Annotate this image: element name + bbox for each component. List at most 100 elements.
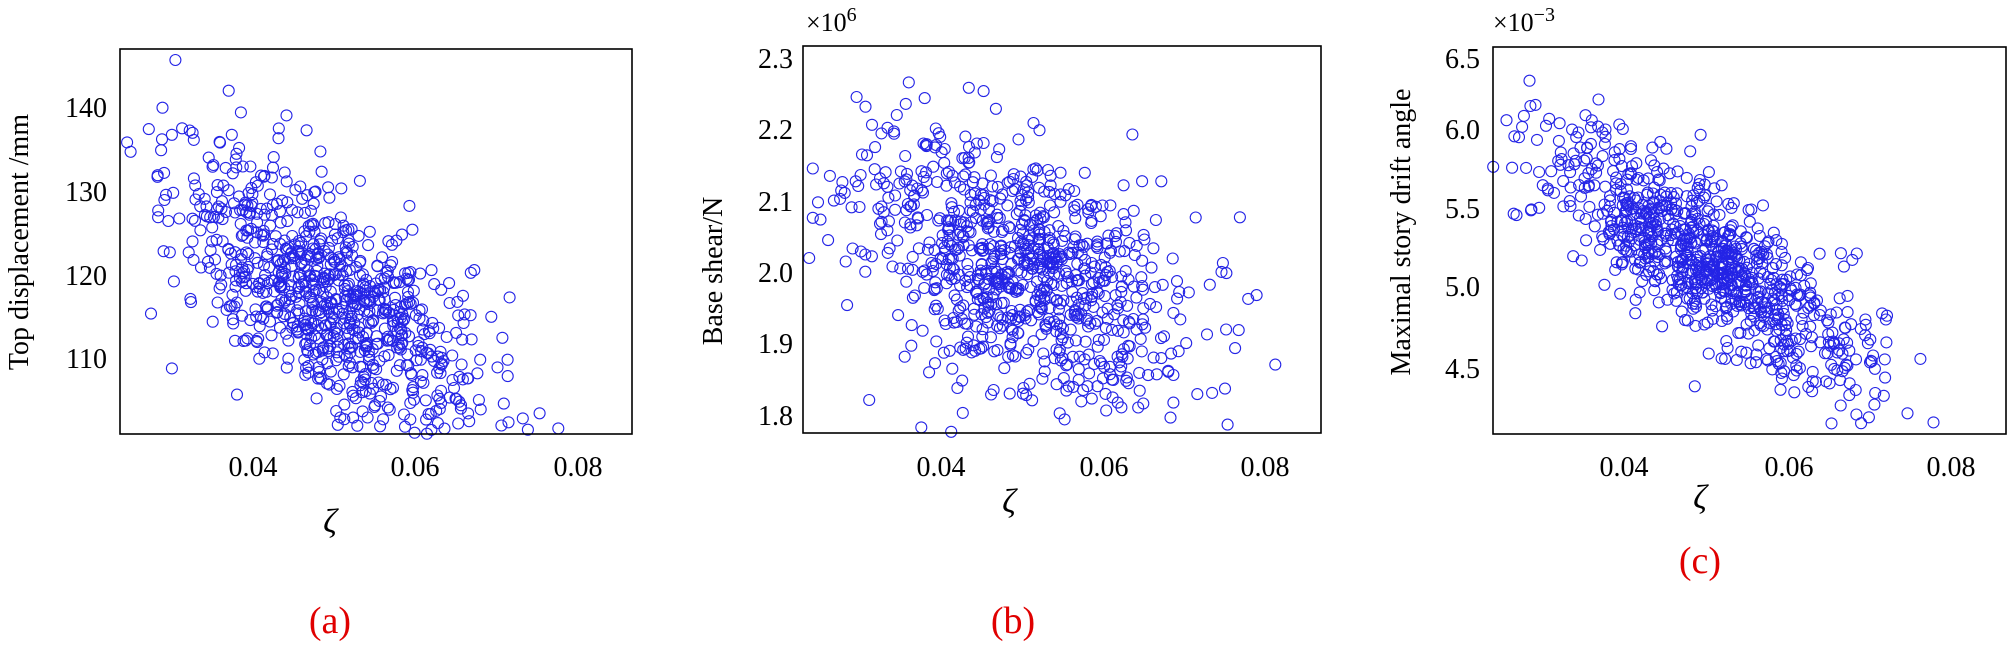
data-point bbox=[1837, 260, 1850, 273]
data-point bbox=[1681, 245, 1694, 258]
data-point bbox=[1191, 388, 1204, 401]
data-point bbox=[1567, 147, 1580, 160]
data-point bbox=[1668, 203, 1681, 217]
data-point bbox=[1620, 244, 1633, 257]
data-point bbox=[1657, 162, 1670, 175]
data-point bbox=[1149, 213, 1162, 227]
data-point bbox=[1793, 333, 1807, 346]
data-point bbox=[265, 329, 278, 342]
data-point bbox=[315, 165, 328, 178]
data-point bbox=[1150, 301, 1163, 314]
data-point bbox=[1042, 233, 1055, 247]
data-point bbox=[1552, 134, 1565, 147]
data-point bbox=[239, 196, 252, 209]
y-tick-label: 4.5 bbox=[1445, 354, 1480, 385]
data-point bbox=[1855, 417, 1868, 430]
data-point bbox=[806, 162, 819, 175]
data-point bbox=[407, 393, 421, 406]
data-point bbox=[860, 149, 874, 162]
data-point bbox=[957, 299, 970, 312]
data-point bbox=[970, 320, 983, 333]
data-point bbox=[244, 160, 257, 173]
data-point bbox=[1681, 249, 1694, 263]
multiplier-exponent: −3 bbox=[1534, 4, 1555, 26]
data-point bbox=[349, 392, 362, 405]
data-point bbox=[1091, 340, 1104, 353]
data-point bbox=[395, 323, 408, 336]
data-point bbox=[1754, 285, 1767, 298]
data-point bbox=[1654, 135, 1667, 148]
data-point bbox=[1068, 204, 1081, 217]
data-point bbox=[1830, 306, 1843, 319]
data-point bbox=[904, 218, 917, 231]
data-point bbox=[282, 334, 295, 347]
data-point bbox=[240, 246, 253, 259]
data-point bbox=[552, 422, 565, 435]
data-point bbox=[158, 193, 171, 207]
data-point bbox=[936, 229, 949, 242]
data-point bbox=[943, 344, 956, 357]
data-point bbox=[1082, 348, 1095, 361]
data-point bbox=[1054, 297, 1067, 310]
data-point bbox=[1583, 200, 1596, 213]
data-point bbox=[272, 122, 285, 135]
data-point bbox=[1789, 281, 1802, 294]
data-point bbox=[1126, 128, 1139, 141]
data-point bbox=[152, 204, 165, 217]
data-point bbox=[1636, 275, 1649, 288]
data-point bbox=[303, 225, 316, 238]
data-point bbox=[882, 191, 895, 204]
data-point bbox=[1005, 282, 1018, 295]
data-point bbox=[1070, 274, 1083, 287]
data-point bbox=[324, 251, 338, 264]
data-point bbox=[1095, 258, 1108, 271]
data-point bbox=[1814, 304, 1827, 317]
data-point bbox=[1037, 347, 1050, 360]
data-point bbox=[1084, 317, 1097, 330]
data-point bbox=[1117, 326, 1130, 339]
data-point bbox=[964, 226, 977, 239]
data-point bbox=[1164, 411, 1177, 424]
data-point bbox=[292, 326, 305, 339]
data-point bbox=[1119, 216, 1132, 229]
data-point bbox=[975, 258, 988, 271]
data-point bbox=[1117, 208, 1130, 221]
data-point bbox=[1644, 224, 1657, 237]
data-point bbox=[978, 302, 991, 315]
data-point bbox=[1854, 322, 1867, 336]
data-point bbox=[1088, 260, 1101, 273]
data-point bbox=[1615, 160, 1628, 173]
data-point bbox=[1634, 255, 1647, 269]
data-point bbox=[189, 179, 202, 192]
data-point bbox=[855, 148, 869, 161]
data-point bbox=[450, 393, 463, 406]
data-point bbox=[1838, 321, 1851, 334]
data-point bbox=[1730, 353, 1743, 367]
data-point bbox=[210, 267, 223, 280]
data-point bbox=[834, 192, 847, 205]
data-point bbox=[1715, 235, 1728, 248]
data-point bbox=[948, 176, 961, 189]
data-point bbox=[1622, 235, 1635, 249]
data-point bbox=[1663, 167, 1676, 180]
data-point bbox=[1740, 346, 1753, 359]
data-point bbox=[932, 214, 945, 227]
data-point bbox=[923, 366, 936, 379]
data-point bbox=[962, 239, 975, 252]
data-point bbox=[1742, 327, 1755, 340]
data-point bbox=[1081, 237, 1094, 250]
y-tick-label: 140 bbox=[65, 93, 107, 124]
data-point bbox=[211, 296, 224, 309]
data-point bbox=[1100, 404, 1113, 417]
data-point bbox=[1109, 235, 1123, 248]
data-point bbox=[390, 234, 403, 247]
data-point bbox=[1143, 297, 1157, 310]
data-point bbox=[1613, 143, 1626, 156]
data-point bbox=[971, 293, 984, 306]
data-point bbox=[1775, 259, 1788, 272]
data-point bbox=[900, 275, 913, 288]
data-point bbox=[1786, 351, 1800, 364]
data-point bbox=[406, 386, 420, 399]
data-point bbox=[1624, 228, 1637, 241]
data-point bbox=[339, 245, 353, 258]
